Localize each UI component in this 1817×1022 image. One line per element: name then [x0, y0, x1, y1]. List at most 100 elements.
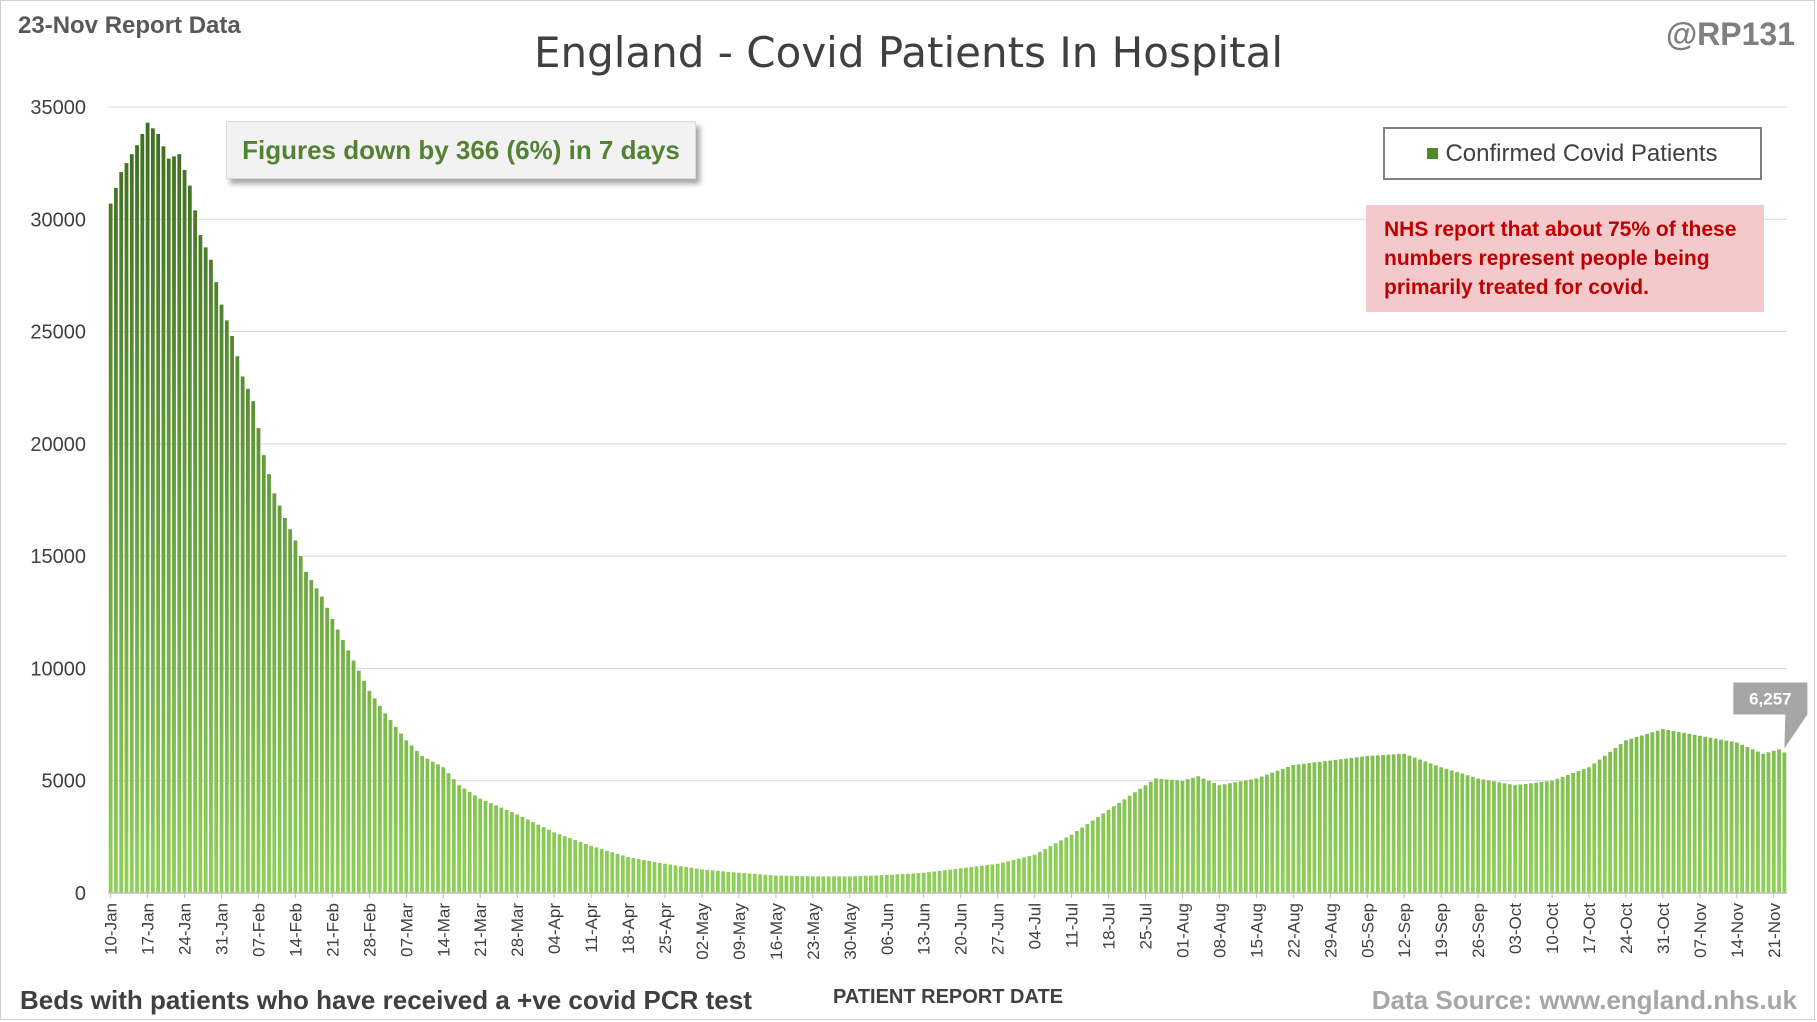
- x-tick-label: 14-Nov: [1728, 903, 1747, 958]
- bar: [626, 857, 630, 893]
- bar: [562, 836, 567, 893]
- bar: [678, 866, 683, 893]
- bar: [335, 629, 340, 893]
- bar: [129, 154, 134, 893]
- bar: [457, 785, 462, 893]
- bar: [304, 571, 308, 893]
- bar: [346, 650, 351, 893]
- x-tick-label: 01-Aug: [1173, 903, 1192, 958]
- bar: [1407, 755, 1412, 893]
- bar: [145, 122, 150, 894]
- bar: [1043, 849, 1048, 893]
- bar: [341, 639, 345, 893]
- bar: [1402, 753, 1407, 893]
- bar: [193, 210, 198, 894]
- bar: [842, 876, 847, 893]
- x-tick-label: 07-Feb: [249, 903, 268, 957]
- bar: [1164, 779, 1169, 893]
- bar: [615, 853, 620, 893]
- bar: [1064, 837, 1069, 893]
- bar: [1011, 859, 1016, 893]
- bar: [1212, 782, 1217, 893]
- bar: [1038, 851, 1042, 893]
- bar: [583, 843, 588, 893]
- bar: [420, 756, 425, 893]
- bar: [219, 304, 224, 893]
- bar: [1766, 752, 1771, 893]
- bar: [969, 867, 974, 893]
- bar: [1708, 737, 1713, 893]
- bar: [942, 870, 947, 893]
- bar: [1006, 861, 1011, 893]
- bar: [552, 832, 557, 893]
- bar: [1133, 792, 1137, 893]
- bar: [124, 163, 129, 893]
- bar: [1059, 840, 1063, 893]
- bar: [1143, 785, 1148, 893]
- report-date: 23-Nov Report Data: [18, 12, 241, 39]
- bar: [1122, 799, 1127, 893]
- bar: [1444, 768, 1449, 893]
- x-tick-label: 04-Jul: [1026, 903, 1045, 949]
- bar: [1069, 834, 1074, 893]
- bar: [1391, 754, 1396, 893]
- last-value-label: 6,257: [1733, 682, 1808, 749]
- bar: [1286, 766, 1290, 893]
- x-tick-label: 12-Sep: [1395, 903, 1414, 958]
- bar: [1238, 781, 1243, 893]
- bar: [1111, 806, 1116, 893]
- bar: [166, 158, 171, 893]
- bar: [1555, 778, 1560, 893]
- bar: [203, 247, 208, 894]
- x-tick-label: 13-Jun: [915, 903, 934, 955]
- bar: [446, 773, 451, 893]
- change-callout-text: Figures down by 366 (6%) in 7 days: [242, 134, 680, 165]
- bar: [1761, 753, 1766, 893]
- bar: [1254, 778, 1259, 893]
- x-tick-label: 24-Jan: [176, 903, 195, 955]
- bar: [953, 868, 958, 893]
- bar: [1243, 780, 1248, 893]
- bar: [647, 860, 652, 893]
- bar: [499, 807, 504, 893]
- x-tick-label: 15-Aug: [1247, 903, 1266, 958]
- bar: [1291, 764, 1296, 893]
- x-axis-title: PATIENT REPORT DATE: [833, 986, 1063, 1008]
- bar: [906, 873, 910, 893]
- x-tick-label: 21-Nov: [1765, 903, 1784, 958]
- bar: [599, 849, 604, 893]
- bar: [214, 282, 219, 893]
- bar: [483, 800, 488, 893]
- bar: [1671, 730, 1676, 893]
- bar: [119, 172, 124, 893]
- x-tick-label: 30-May: [841, 903, 860, 960]
- bar: [1529, 783, 1533, 893]
- bar: [1428, 763, 1433, 893]
- bar: [758, 874, 762, 893]
- bar: [182, 169, 187, 893]
- bar: [525, 819, 530, 893]
- y-tick-label: 20000: [30, 434, 86, 456]
- bar: [1307, 763, 1312, 893]
- bar: [1370, 755, 1375, 893]
- y-axis-ticks: 0 5000 10000 15000 20000 25000 30000 35000: [30, 97, 86, 905]
- bar: [774, 875, 778, 893]
- bar: [1550, 780, 1554, 893]
- bar: [605, 850, 609, 893]
- bar: [1518, 784, 1523, 893]
- bar: [298, 556, 303, 893]
- bar: [869, 875, 873, 893]
- bar: [916, 873, 921, 893]
- bar: [995, 863, 1000, 893]
- bars-series-confirmed: [108, 122, 1787, 894]
- bar: [858, 876, 863, 893]
- bar: [932, 871, 937, 893]
- bar: [314, 588, 319, 893]
- bar: [1618, 744, 1623, 893]
- x-tick-label: 07-Mar: [397, 903, 416, 957]
- bar: [610, 852, 615, 893]
- bar: [1090, 820, 1095, 893]
- chart-description: Beds with patients who have received a +…: [20, 985, 752, 1015]
- bar: [356, 670, 361, 893]
- bar: [631, 858, 636, 893]
